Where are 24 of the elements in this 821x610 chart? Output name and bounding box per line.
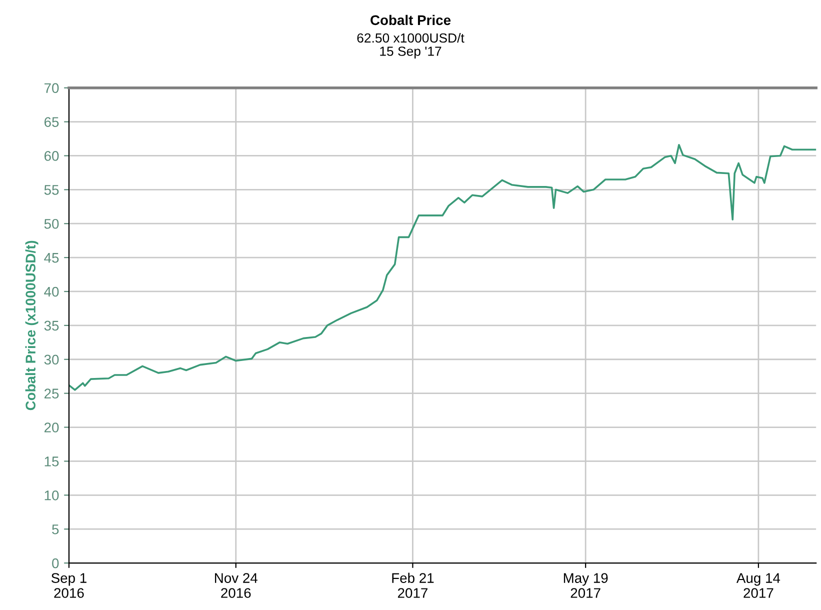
y-tick-label: 40 xyxy=(44,286,59,297)
y-tick-label: 35 xyxy=(44,320,59,331)
x-tick-label: Feb 21 2017 xyxy=(392,572,434,598)
y-tick-label: 0 xyxy=(52,558,59,568)
y-tick-label: 20 xyxy=(44,422,59,432)
y-tick-label: 15 xyxy=(44,456,59,466)
y-tick-label: 55 xyxy=(44,185,59,195)
line-series xyxy=(68,144,816,391)
y-tick-label: 5 xyxy=(52,524,59,534)
x-tick-label: Nov 24 2016 xyxy=(215,573,258,598)
y-tick-label: 70 xyxy=(44,83,59,94)
y-tick-label: 50 xyxy=(44,218,59,229)
x-tick-label: May 19 2017 xyxy=(564,573,608,598)
y-tick-label: 65 xyxy=(44,117,59,127)
x-tick-label: Aug 14 2017 xyxy=(736,573,780,598)
y-axis-title: Cobalt Price (x1000USD/t) xyxy=(25,240,38,410)
y-tick-label: 30 xyxy=(44,354,59,365)
y-tick-label: 25 xyxy=(44,388,59,398)
y-tick-label: 45 xyxy=(44,253,59,263)
y-tick-label: 60 xyxy=(44,151,59,161)
y-tick-label: 10 xyxy=(44,490,59,500)
x-tick-label: Sep 1 2016 xyxy=(51,573,86,598)
chart-subtitle: 62.50 x1000USD/t 15 Sep '17 xyxy=(357,32,464,59)
chart-title: Cobalt Price xyxy=(370,14,451,26)
